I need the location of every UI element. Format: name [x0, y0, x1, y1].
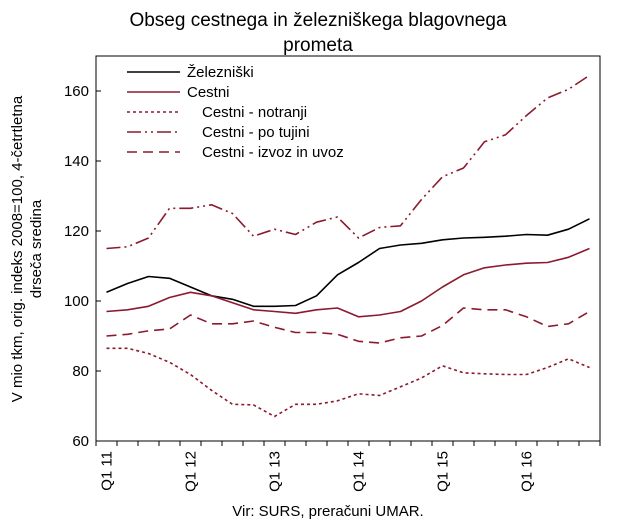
x-tick-label: Q1 12 — [183, 451, 200, 492]
legend-label-5: Cestni - izvoz in uvoz — [202, 144, 344, 161]
y-tick-label: 60 — [72, 433, 89, 450]
y-tick-label: 160 — [64, 83, 89, 100]
chart-title-line-1: Obseg cestnega in železniškega blagovneg… — [129, 10, 507, 31]
legend-label-1: Železniški — [187, 64, 254, 81]
series-line-5 — [106, 307, 590, 344]
series-line-1 — [106, 218, 590, 308]
x-tick-label: Q1 14 — [351, 451, 368, 492]
x-tick-label: Q1 16 — [519, 451, 536, 492]
x-tick-label: Q1 13 — [267, 451, 284, 492]
series-line-3 — [106, 347, 590, 418]
legend-label-3: Cestni - notranji — [202, 104, 307, 121]
y-tick-label: 120 — [64, 223, 89, 240]
plot-frame — [95, 55, 601, 442]
x-tick-label: Q1 15 — [435, 451, 452, 492]
y-tick-label: 100 — [64, 293, 89, 310]
y-axis-label-line-1: V mio tkm, orig. indeks 2008=100, 4-četr… — [9, 95, 26, 402]
chart-title-line-2: prometa — [283, 35, 353, 56]
legend-label-2: Cestni — [187, 84, 230, 101]
y-tick-label: 80 — [72, 363, 89, 380]
plot-area: 60 80 100 120 140 160 Q1 11 Q1 12 Q1 13 Q1 14 Q1 1… — [64, 55, 601, 492]
y-axis-label-line-2: drseča sredina — [28, 199, 45, 298]
x-tick-label: Q1 11 — [99, 451, 116, 491]
source-note: Vir: SURS, preračuni UMAR. — [232, 503, 423, 520]
series-line-2 — [106, 247, 590, 318]
y-tick-label: 140 — [64, 153, 89, 170]
legend-label-4: Cestni - po tujini — [202, 124, 310, 141]
series-line-4 — [106, 74, 590, 250]
